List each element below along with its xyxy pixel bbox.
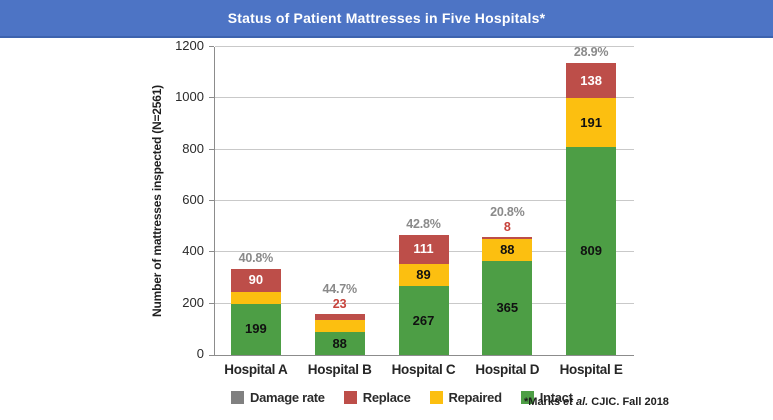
- gridline-1000: [215, 97, 634, 99]
- legend-item-replace: Replace: [343, 390, 411, 405]
- bar-segment-repaired-2: [314, 320, 365, 333]
- chart-legend: Damage rate Replace Repaired Intact: [231, 390, 573, 405]
- legend-swatch-icon: [343, 391, 357, 404]
- y-tick-label-600: 600: [182, 192, 204, 207]
- outside-replace-value-2: 23: [332, 297, 347, 312]
- outside-replace-value-4: 8: [503, 219, 511, 234]
- legend-item-repaired: Repaired: [429, 390, 503, 405]
- chart-title-bar: Status of Patient Mattresses in Five Hos…: [0, 0, 773, 38]
- x-axis-label-3: Hospital C: [391, 362, 456, 377]
- y-tick-mark-800: [209, 148, 214, 150]
- y-tick-label-1200: 1200: [175, 38, 204, 53]
- bar-segment-intact-5: [566, 147, 617, 355]
- x-axis-label-5: Hospital E: [559, 362, 623, 377]
- y-tick-label-800: 800: [182, 140, 204, 156]
- bar-value-repaired-3: 89: [416, 267, 431, 283]
- y-tick-mark-400: [209, 251, 214, 253]
- x-axis-label-1: Hospital A: [224, 362, 288, 377]
- bar-value-intact-4: 365: [496, 300, 519, 316]
- legend-item-damage-rate: Damage rate: [231, 390, 325, 405]
- legend-label: Repaired: [448, 390, 503, 405]
- bar-segment-intact-4: [482, 261, 533, 355]
- bar-segment-intact-1: [230, 303, 281, 355]
- y-tick-mark-600: [209, 200, 214, 201]
- bar-segment-replace-1: [230, 268, 281, 292]
- legend-label: Intact: [539, 390, 573, 405]
- source-footnote: *Marks et al. CJIC. Fall 2018: [524, 396, 669, 408]
- bar-value-intact-3: 267: [412, 312, 435, 328]
- x-axis-label-4: Hospital D: [475, 362, 540, 377]
- bar-segment-replace-2: [314, 314, 365, 321]
- bar-segment-replace-5: [566, 62, 617, 99]
- bar-segment-intact-3: [398, 286, 449, 355]
- legend-swatch-icon: [520, 391, 534, 404]
- y-tick-label-1000: 1000: [175, 89, 204, 105]
- bar-value-replace-1: 90: [248, 272, 264, 288]
- bar-value-intact-2: 88: [332, 335, 347, 351]
- bar-segment-repaired-3: [398, 263, 449, 287]
- chart-title: Status of Patient Mattresses in Five Hos…: [227, 10, 546, 26]
- bar-value-replace-5: 138: [580, 72, 602, 88]
- damage-rate-label-3: 42.8%: [406, 217, 441, 232]
- legend-swatch-icon: [429, 391, 443, 404]
- y-tick-mark-1000: [209, 97, 214, 99]
- y-tick-label-0: 0: [196, 346, 204, 361]
- bar-segment-repaired-1: [230, 291, 281, 304]
- bar-value-intact-1: 199: [245, 321, 267, 337]
- y-tick-label-200: 200: [182, 294, 204, 310]
- bar-segment-repaired-4: [482, 238, 533, 262]
- footnote-citation: et al.: [563, 396, 589, 408]
- damage-rate-label-1: 40.8%: [238, 250, 274, 265]
- legend-item-intact: Intact: [520, 390, 573, 405]
- bar-segment-repaired-5: [566, 98, 617, 148]
- damage-rate-label-2: 44.7%: [322, 282, 357, 297]
- legend-label: Replace: [362, 390, 411, 405]
- bar-value-repaired-5: 191: [580, 114, 602, 130]
- bar-segment-replace-3: [398, 235, 449, 264]
- bar-value-repaired-4: 88: [500, 242, 515, 258]
- plot-area: [214, 47, 634, 356]
- bar-value-replace-3: 111: [413, 241, 434, 257]
- y-tick-mark-200: [209, 302, 214, 304]
- damage-rate-label-5: 28.9%: [573, 44, 609, 59]
- legend-swatch-icon: [231, 391, 244, 404]
- footnote-suffix: CJIC. Fall 2018: [588, 396, 669, 408]
- gridline-1200: [215, 46, 634, 47]
- y-tick-label-400: 400: [182, 243, 204, 259]
- bar-segment-intact-2: [314, 332, 365, 355]
- gridline-600: [215, 200, 634, 201]
- bar-value-intact-5: 809: [580, 243, 602, 259]
- footnote-prefix: *Marks: [524, 396, 564, 408]
- y-tick-mark-0: [209, 355, 214, 356]
- bar-segment-replace-4: [482, 236, 533, 239]
- legend-label: Damage rate: [250, 390, 325, 405]
- damage-rate-label-4: 20.8%: [490, 204, 525, 219]
- y-tick-mark-1200: [209, 46, 214, 47]
- gridline-800: [215, 148, 634, 150]
- x-axis-label-2: Hospital B: [307, 362, 372, 377]
